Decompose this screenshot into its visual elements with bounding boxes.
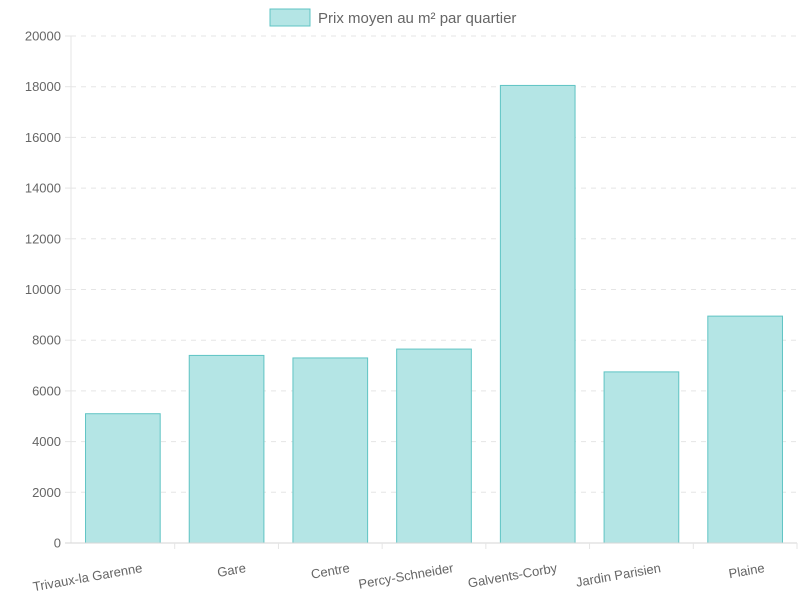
x-axis: Trivaux-la Garenne Gare Centre Percy-Schnei… — [32, 542, 798, 594]
y-axis: 0 2000 4000 6000 8000 10000 12000 14000 16000 180… — [25, 29, 72, 551]
bar[interactable] — [707, 315, 783, 544]
y-tick-label: 4000 — [32, 434, 61, 449]
y-tick-label: 8000 — [32, 333, 61, 348]
y-tick-label: 12000 — [25, 231, 61, 246]
x-tick-label: Plaine — [727, 560, 765, 581]
bars — [85, 84, 783, 544]
y-tick-label: 10000 — [25, 282, 61, 297]
y-tick-label: 16000 — [25, 130, 61, 145]
y-tick-label: 18000 — [25, 79, 61, 94]
x-tick-label: Percy-Schneider — [357, 560, 455, 592]
legend-swatch — [269, 8, 311, 27]
y-tick-label: 0 — [54, 536, 61, 551]
x-tick-label: Galvents-Corby — [467, 560, 559, 591]
x-tick-label: Centre — [310, 560, 351, 582]
legend[interactable]: Prix moyen au m² par quartier — [269, 8, 516, 27]
legend-label: Prix moyen au m² par quartier — [318, 10, 516, 27]
x-tick-label: Jardin Parisien — [575, 560, 662, 590]
y-tick-label: 20000 — [25, 29, 61, 44]
y-tick-label: 14000 — [25, 181, 61, 196]
bar[interactable] — [292, 357, 369, 544]
x-tick-label: Gare — [216, 560, 247, 580]
bar[interactable] — [603, 371, 680, 544]
bar[interactable] — [396, 348, 472, 544]
bar[interactable] — [188, 354, 265, 544]
bar[interactable] — [499, 84, 576, 544]
y-tick-label: 2000 — [32, 485, 61, 500]
bar[interactable] — [85, 413, 161, 544]
x-tick-label: Trivaux-la Garenne — [32, 560, 144, 594]
y-tick-label: 6000 — [32, 383, 61, 398]
